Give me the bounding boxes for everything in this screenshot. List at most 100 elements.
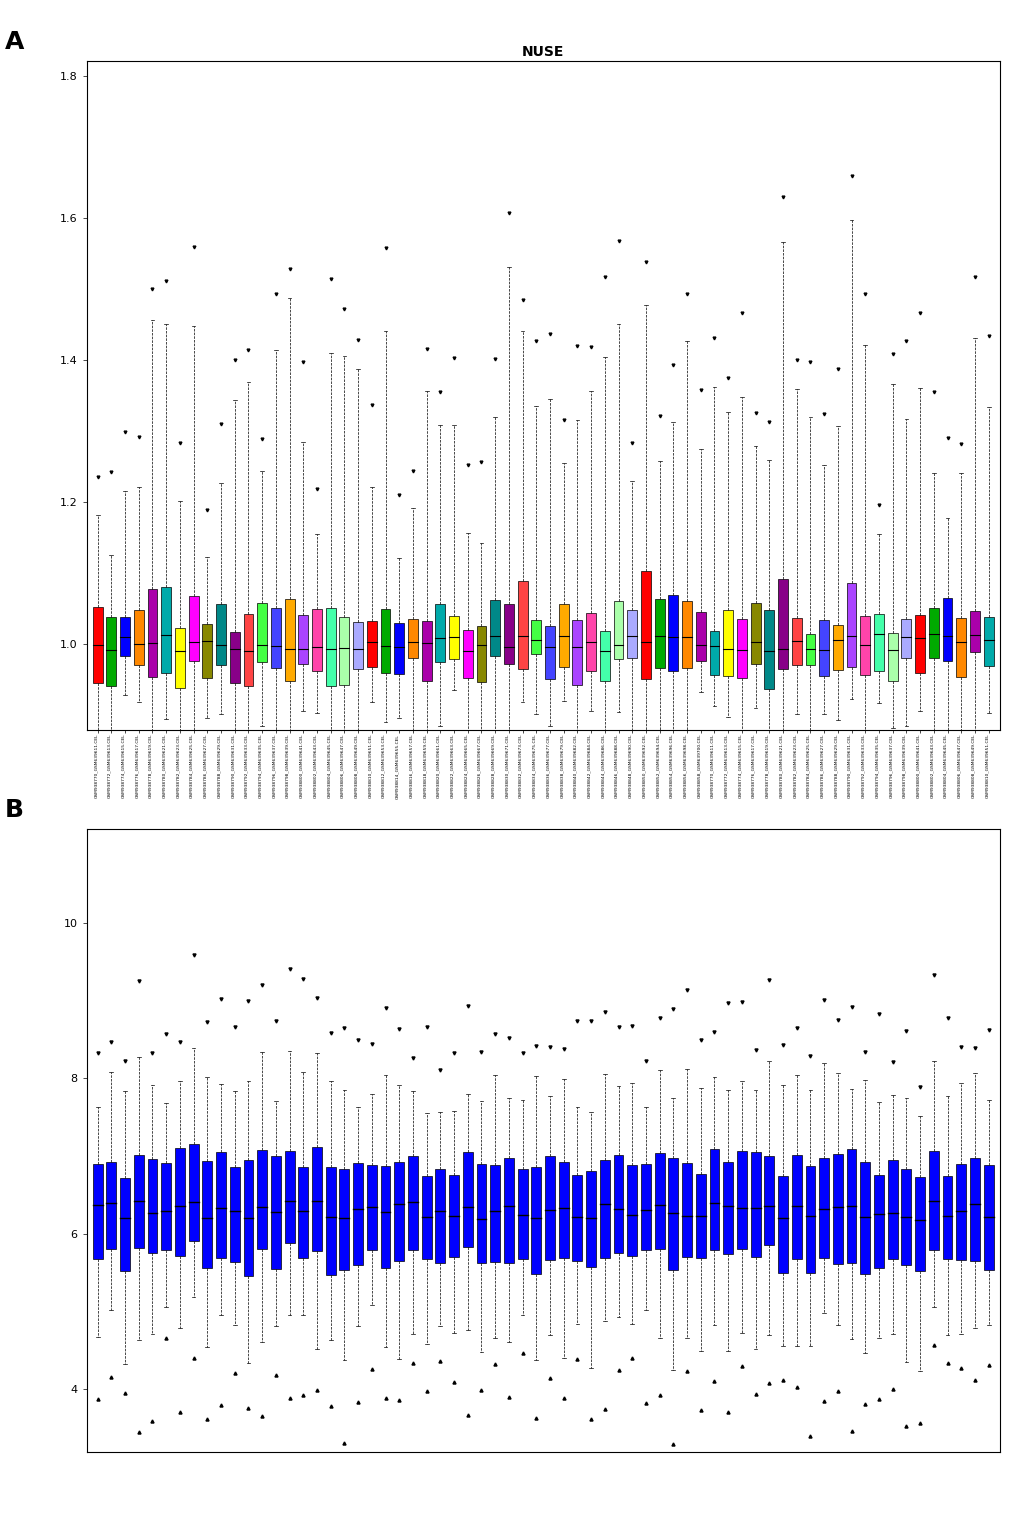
- Bar: [271, 1157, 280, 1269]
- Bar: [408, 1157, 418, 1250]
- Bar: [421, 1177, 431, 1260]
- Bar: [722, 1163, 733, 1255]
- Bar: [709, 631, 718, 676]
- Bar: [148, 588, 157, 677]
- Bar: [859, 1161, 869, 1275]
- Bar: [216, 1152, 226, 1258]
- Bar: [476, 627, 486, 682]
- Bar: [640, 1164, 650, 1250]
- Bar: [490, 601, 499, 656]
- Bar: [982, 1166, 993, 1270]
- Bar: [956, 617, 965, 677]
- Bar: [189, 596, 199, 660]
- Bar: [353, 1163, 363, 1266]
- Bar: [859, 616, 869, 674]
- Bar: [229, 633, 239, 684]
- Bar: [394, 1161, 404, 1261]
- Bar: [777, 1177, 788, 1273]
- Bar: [982, 616, 993, 665]
- Bar: [805, 634, 814, 665]
- Bar: [175, 628, 184, 688]
- Bar: [586, 1172, 595, 1267]
- Bar: [229, 1167, 239, 1263]
- Bar: [531, 621, 541, 654]
- Bar: [518, 1169, 527, 1260]
- Bar: [394, 624, 404, 673]
- Bar: [737, 619, 746, 677]
- Bar: [928, 1150, 937, 1250]
- Bar: [106, 1163, 116, 1249]
- Bar: [695, 611, 705, 662]
- Bar: [956, 1164, 965, 1261]
- Bar: [244, 1160, 253, 1276]
- Bar: [873, 1175, 883, 1269]
- Bar: [435, 1169, 445, 1263]
- Bar: [901, 1169, 910, 1266]
- Bar: [750, 602, 760, 665]
- Bar: [695, 1174, 705, 1258]
- Bar: [490, 1164, 499, 1261]
- Bar: [846, 1149, 856, 1263]
- Bar: [161, 1163, 171, 1250]
- Bar: [257, 604, 267, 662]
- Bar: [325, 608, 335, 687]
- Bar: [599, 1160, 609, 1258]
- Bar: [244, 614, 253, 685]
- Bar: [682, 1163, 691, 1256]
- Bar: [380, 608, 390, 673]
- Bar: [887, 1160, 897, 1260]
- Bar: [367, 1166, 376, 1250]
- Bar: [558, 604, 568, 667]
- Bar: [763, 610, 773, 690]
- Bar: [818, 621, 828, 676]
- Bar: [873, 614, 883, 671]
- Bar: [161, 587, 171, 673]
- Bar: [93, 607, 103, 682]
- Title: NUSE: NUSE: [522, 45, 564, 58]
- Bar: [339, 1169, 348, 1270]
- Bar: [613, 1155, 623, 1253]
- Bar: [750, 1152, 760, 1258]
- Bar: [503, 604, 514, 664]
- Bar: [106, 617, 116, 687]
- Bar: [737, 1150, 746, 1249]
- Bar: [435, 604, 445, 662]
- Bar: [298, 614, 308, 665]
- Bar: [408, 619, 418, 657]
- Bar: [613, 601, 623, 659]
- Bar: [133, 1155, 144, 1247]
- Bar: [805, 1166, 814, 1273]
- Bar: [599, 631, 609, 682]
- Bar: [503, 1158, 514, 1263]
- Bar: [544, 625, 554, 679]
- Bar: [667, 1158, 678, 1270]
- Bar: [367, 621, 376, 667]
- Bar: [969, 1158, 979, 1261]
- Bar: [942, 598, 952, 660]
- Text: A: A: [5, 31, 24, 54]
- Bar: [572, 1175, 582, 1261]
- Bar: [448, 1175, 459, 1256]
- Bar: [325, 1167, 335, 1275]
- Bar: [818, 1158, 828, 1258]
- Bar: [463, 630, 472, 677]
- Bar: [421, 621, 431, 682]
- Bar: [586, 613, 595, 671]
- Bar: [284, 599, 294, 682]
- Bar: [189, 1144, 199, 1241]
- Bar: [942, 1177, 952, 1258]
- Bar: [133, 610, 144, 665]
- Bar: [763, 1157, 773, 1246]
- Bar: [216, 604, 226, 665]
- Bar: [339, 616, 348, 685]
- Bar: [709, 1149, 718, 1250]
- Bar: [380, 1166, 390, 1269]
- Bar: [93, 1164, 103, 1260]
- Bar: [627, 610, 637, 657]
- Bar: [846, 582, 856, 667]
- Bar: [722, 610, 733, 676]
- Bar: [175, 1149, 184, 1256]
- Text: B: B: [5, 799, 24, 822]
- Bar: [148, 1158, 157, 1253]
- Bar: [654, 1152, 664, 1249]
